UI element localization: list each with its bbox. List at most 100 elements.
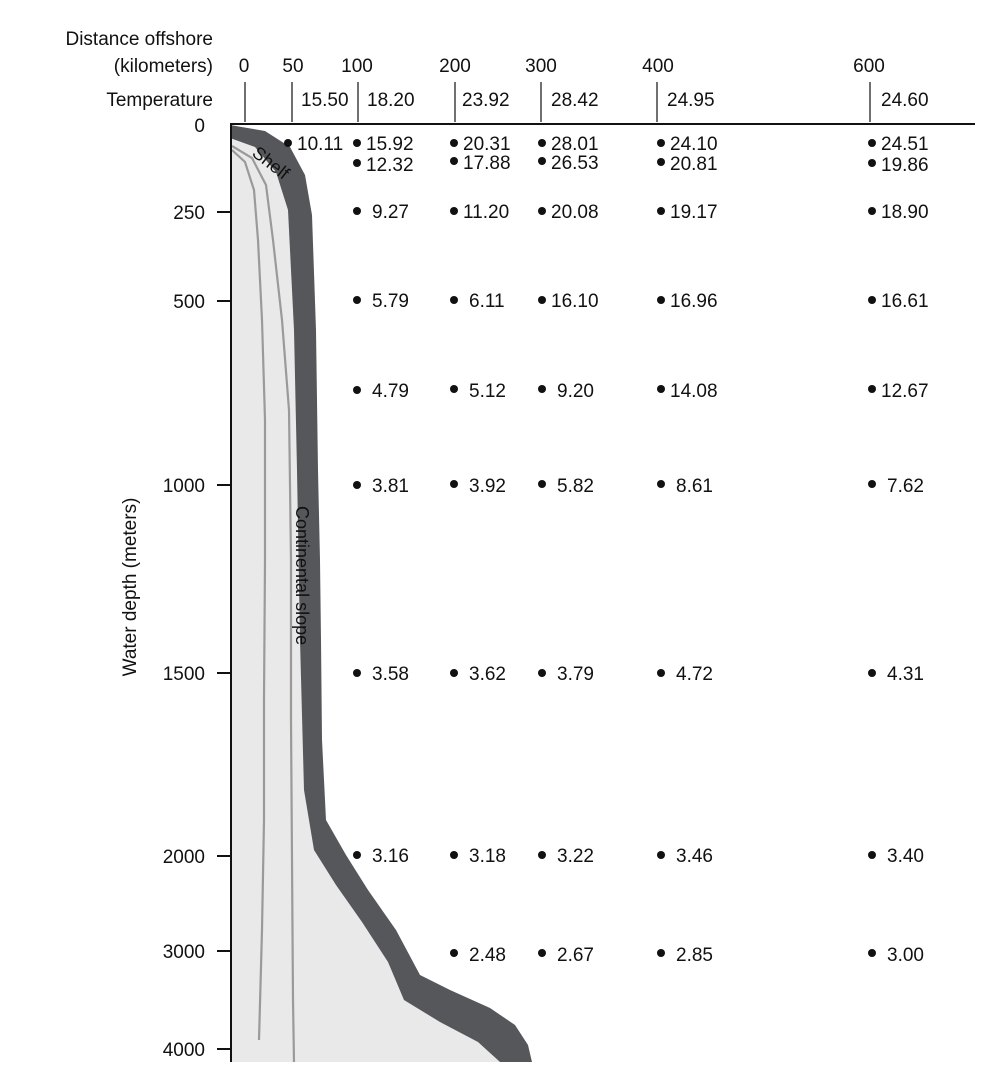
reading-dot xyxy=(450,296,458,304)
reading-value: 12.67 xyxy=(881,381,929,402)
reading-dot xyxy=(450,851,458,859)
station-100-readings: 15.92 12.32 9.27 5.79 4.79 3.81 3.58 3.1… xyxy=(353,134,414,867)
reading-value: 17.88 xyxy=(463,153,511,174)
header-column-separators xyxy=(244,82,871,122)
reading-value: 3.79 xyxy=(557,664,594,685)
reading-value: 26.53 xyxy=(551,153,599,174)
depth-axis-title: Water depth (meters) xyxy=(120,498,141,677)
reading-dot xyxy=(868,207,876,215)
reading-dot xyxy=(657,385,665,393)
station-200-readings: 20.31 17.88 11.20 6.11 5.12 3.92 3.62 3.… xyxy=(450,134,511,966)
reading-value: 6.11 xyxy=(469,291,505,312)
reading-dot xyxy=(538,480,546,488)
depth-tick-0: 0 xyxy=(194,116,205,137)
surface-temp-100: 18.20 xyxy=(367,90,415,111)
station-300-readings: 28.01 26.53 20.08 16.10 9.20 5.82 3.79 3… xyxy=(538,134,599,966)
surface-temp-600: 24.60 xyxy=(881,90,929,111)
reading-dot xyxy=(868,159,876,167)
distance-tick-50: 50 xyxy=(282,56,303,77)
reading-value: 3.22 xyxy=(557,846,594,867)
reading-value: 15.92 xyxy=(366,134,414,155)
reading-dot xyxy=(538,207,546,215)
reading-dot xyxy=(450,207,458,215)
reading-value: 12.32 xyxy=(366,155,414,176)
reading-dot xyxy=(868,851,876,859)
reading-dot xyxy=(450,669,458,677)
station-600-readings: 24.51 19.86 18.90 16.61 12.67 7.62 4.31 … xyxy=(868,134,929,966)
reading-value: 3.62 xyxy=(469,664,506,685)
reading-value: 16.96 xyxy=(670,291,718,312)
reading-value: 24.10 xyxy=(670,134,718,155)
reading-value: 4.72 xyxy=(676,664,713,685)
reading-dot xyxy=(353,159,361,167)
depth-tick-marks xyxy=(217,211,231,1050)
reading-dot xyxy=(450,480,458,488)
depth-tick-500: 500 xyxy=(173,292,205,313)
reading-value: 2.48 xyxy=(469,945,506,966)
reading-value: 19.86 xyxy=(881,155,929,176)
continental-slope-label: Continental slope xyxy=(292,506,312,645)
reading-value: 20.81 xyxy=(670,154,718,175)
reading-dot xyxy=(538,669,546,677)
reading-dot xyxy=(284,139,292,147)
reading-value: 8.61 xyxy=(676,476,713,497)
reading-value: 3.58 xyxy=(372,664,409,685)
reading-value: 9.27 xyxy=(372,202,409,223)
reading-dot xyxy=(657,158,665,166)
reading-dot xyxy=(353,669,361,677)
reading-dot xyxy=(657,480,665,488)
reading-value: 3.00 xyxy=(887,945,924,966)
reading-dot xyxy=(868,296,876,304)
reading-value: 19.17 xyxy=(670,202,718,223)
depth-tick-1000: 1000 xyxy=(163,476,205,497)
reading-dot xyxy=(538,157,546,165)
reading-value: 2.67 xyxy=(557,945,594,966)
reading-value: 5.12 xyxy=(469,381,506,402)
reading-dot xyxy=(538,851,546,859)
reading-dot xyxy=(868,480,876,488)
reading-dot xyxy=(450,139,458,147)
reading-value: 11.20 xyxy=(463,202,509,223)
reading-value: 3.92 xyxy=(469,476,506,497)
reading-dot xyxy=(353,851,361,859)
reading-dot xyxy=(657,949,665,957)
rock-strata-lines xyxy=(231,145,296,1063)
distance-tick-600: 600 xyxy=(853,56,885,77)
depth-tick-250: 250 xyxy=(173,203,205,224)
reading-value: 28.01 xyxy=(551,134,599,155)
reading-value: 2.85 xyxy=(676,945,713,966)
reading-dot xyxy=(538,139,546,147)
reading-value: 20.08 xyxy=(551,202,599,223)
reading-value: 3.81 xyxy=(372,476,409,497)
reading-dot xyxy=(353,386,361,394)
reading-value: 18.90 xyxy=(881,202,929,223)
reading-value: 3.18 xyxy=(469,846,506,867)
continental-basement-rock xyxy=(230,138,500,1062)
reading-value: 3.40 xyxy=(887,846,924,867)
reading-dot xyxy=(868,949,876,957)
reading-dot xyxy=(657,669,665,677)
reading-value: 3.46 xyxy=(676,846,713,867)
distance-tick-300: 300 xyxy=(525,56,557,77)
reading-value: 10.11 xyxy=(297,134,343,155)
distance-offshore-title: Distance offshore xyxy=(65,29,213,50)
distance-tick-100: 100 xyxy=(341,56,373,77)
station-400-readings: 24.10 20.81 19.17 16.96 14.08 8.61 4.72 … xyxy=(657,134,718,966)
reading-value: 20.31 xyxy=(463,134,511,155)
distance-units-label: (kilometers) xyxy=(114,56,213,77)
reading-dot xyxy=(538,949,546,957)
reading-dot xyxy=(657,851,665,859)
distance-tick-400: 400 xyxy=(642,56,674,77)
reading-value: 9.20 xyxy=(557,381,594,402)
distance-tick-200: 200 xyxy=(439,56,471,77)
reading-dot xyxy=(868,139,876,147)
depth-tick-3000: 3000 xyxy=(163,942,205,963)
reading-dot xyxy=(450,157,458,165)
distance-tick-0: 0 xyxy=(239,56,250,77)
reading-value: 16.61 xyxy=(881,291,929,312)
reading-dot xyxy=(353,207,361,215)
reading-dot xyxy=(450,949,458,957)
reading-value: 5.79 xyxy=(372,291,409,312)
reading-value: 4.79 xyxy=(372,381,409,402)
